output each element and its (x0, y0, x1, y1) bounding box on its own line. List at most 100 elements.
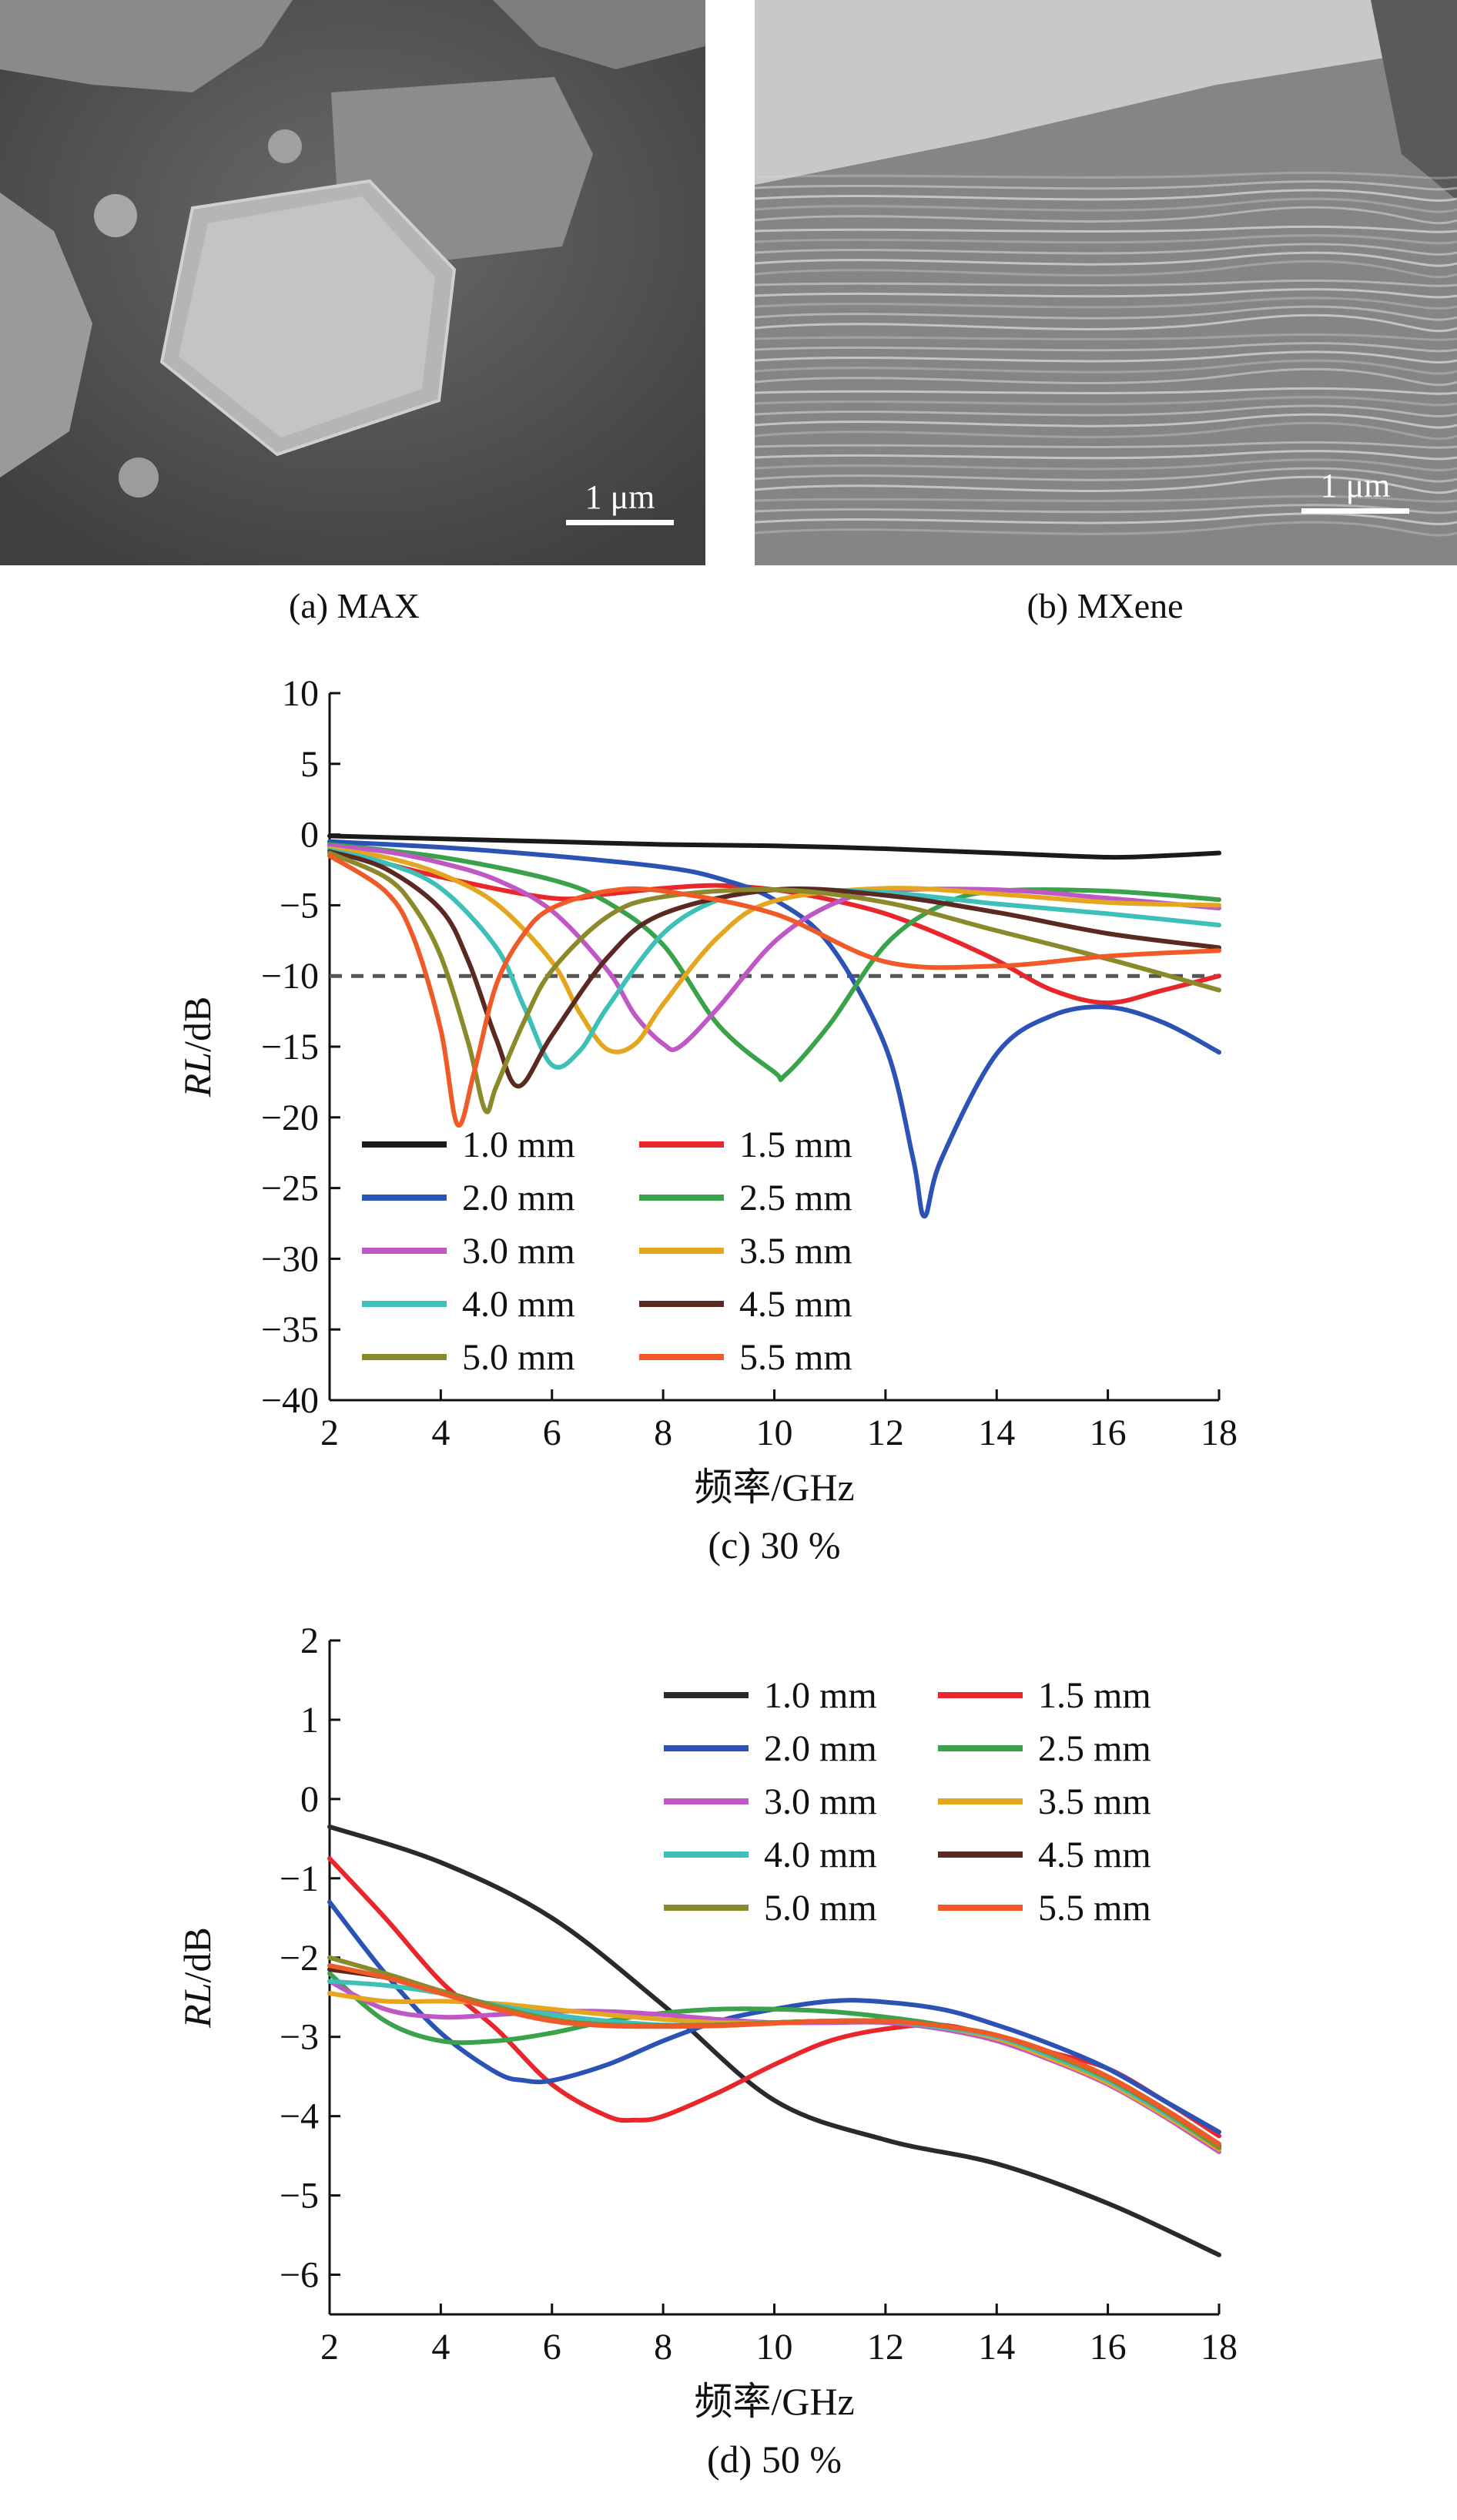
scale-bar-line (566, 520, 674, 525)
y-axis-label-italic: RL (176, 1982, 219, 2028)
y-tick-label: −15 (261, 1027, 319, 1067)
y-tick-label: 0 (300, 1779, 319, 1820)
scale-bar-label: 1 μm (584, 478, 655, 516)
legend-label: 2.5 mm (1038, 1728, 1151, 1769)
x-tick-label: 16 (1090, 2327, 1127, 2368)
sem-image-max: 1 μm (0, 0, 705, 565)
y-tick-label: −1 (280, 1858, 319, 1899)
x-tick-label: 6 (543, 1412, 561, 1453)
x-tick-label: 8 (654, 2327, 672, 2368)
legend-label: 4.5 mm (739, 1284, 852, 1325)
sem-mxene-illustration (755, 0, 1457, 565)
mxene-layer (755, 313, 1457, 333)
x-tick-label: 18 (1201, 2327, 1238, 2368)
x-tick-label: 4 (431, 2327, 450, 2368)
series-line (327, 1963, 1221, 2146)
legend-label: 2.0 mm (764, 1728, 877, 1769)
y-tick-label: −30 (261, 1238, 319, 1279)
y-tick-label: −6 (280, 2255, 319, 2296)
x-tick-label: 10 (756, 1412, 793, 1453)
mxene-layer (755, 494, 1457, 503)
mxene-layer (755, 180, 1457, 191)
legend-label: 4.0 mm (764, 1835, 877, 1875)
y-axis-label-italic: RL (176, 1052, 219, 1097)
mxene-layer (755, 288, 1457, 299)
mxene-layer (755, 404, 1457, 417)
x-tick-label: 12 (867, 2327, 904, 2368)
chart-d-50: 210−1−2−3−4−5−62 4 6 8 10 12 14 16 18频率/GHzRL/dB… (176, 1620, 1238, 2481)
y-tick-label: −4 (280, 2096, 319, 2137)
legend-label: 5.5 mm (1038, 1888, 1151, 1929)
series-line (327, 839, 1221, 1219)
mxene-layer-lines (755, 171, 1457, 537)
chart-caption: (d) 50 % (707, 2438, 842, 2481)
series-line (327, 846, 1221, 1006)
y-axis-label: RL/dB (176, 1927, 219, 2029)
mxene-layer (755, 387, 1457, 395)
mxene-layer (755, 297, 1457, 310)
legend-label: 3.0 mm (764, 1781, 877, 1822)
x-tick-label: 4 (431, 1412, 450, 1453)
y-tick-label: −20 (261, 1097, 319, 1138)
mxene-layer (755, 458, 1457, 471)
legend-label: 1.0 mm (764, 1675, 877, 1716)
legend-label: 3.0 mm (462, 1231, 575, 1272)
series-line (327, 849, 1221, 1089)
mxene-layer (755, 171, 1457, 179)
y-tick-label: −5 (280, 2176, 319, 2217)
mxene-layer (755, 467, 1457, 483)
mxene-layer (755, 305, 1457, 321)
y-tick-label: −5 (280, 885, 319, 926)
mxene-layer (755, 243, 1457, 256)
mxene-layer (755, 342, 1457, 353)
legend-label: 5.0 mm (764, 1888, 877, 1929)
x-tick-label: 18 (1201, 1412, 1238, 1453)
mxene-layer (755, 521, 1457, 537)
y-tick-label: −40 (261, 1380, 319, 1421)
series-line (327, 1899, 1221, 2135)
mxene-layer (755, 396, 1457, 407)
legend-label: 1.0 mm (462, 1124, 575, 1165)
x-tick-label: 6 (543, 2327, 561, 2368)
legend-label: 1.5 mm (1038, 1675, 1151, 1716)
mxene-layer (755, 225, 1457, 233)
mxene-layer (755, 260, 1457, 279)
y-tick-label: −3 (280, 2017, 319, 2058)
series-line (327, 850, 1221, 1114)
mxene-layer (755, 350, 1457, 364)
x-axis-label: 频率/GHz (694, 1466, 854, 1509)
x-tick-label: 8 (654, 1412, 672, 1453)
mxene-layer (755, 367, 1457, 387)
chart-c-30: 10 5 0 −5 −10 −15 −20 −25 −30 −35 −402 4 6 8 10 12 14 16 1… (176, 673, 1238, 1567)
y-tick-label: −25 (261, 1168, 319, 1209)
mxene-layer (755, 234, 1457, 245)
series-line (327, 846, 1221, 1054)
legend-label: 2.5 mm (739, 1178, 852, 1218)
x-tick-label: 10 (756, 2327, 793, 2368)
caption-a: (a) MAX (289, 586, 420, 625)
x-tick-label: 16 (1090, 1412, 1127, 1453)
mxene-layer (755, 450, 1457, 461)
legend-label: 2.0 mm (462, 1178, 575, 1218)
series-line (327, 847, 1221, 1070)
series-line (327, 853, 1221, 1128)
mxene-layer (755, 441, 1457, 449)
y-tick-label: 2 (300, 1620, 319, 1661)
y-axis-label: RL/dB (176, 997, 219, 1098)
legend-label: 1.5 mm (739, 1124, 852, 1165)
mxene-layer (755, 475, 1457, 494)
y-tick-label: −10 (261, 956, 319, 997)
mxene-layer (755, 512, 1457, 525)
mxene-layer (755, 189, 1457, 202)
sem-image-mxene: 1 μm (755, 0, 1457, 565)
mxene-layer (755, 359, 1457, 375)
series-line (327, 1824, 1221, 2257)
mxene-layer (755, 206, 1457, 225)
scale-bar-label: 1 μm (1320, 467, 1391, 504)
mxene-layer (755, 333, 1457, 341)
chart-caption: (c) 30 % (708, 1523, 840, 1567)
x-tick-label: 2 (320, 2327, 339, 2368)
legend-label: 4.0 mm (462, 1284, 575, 1325)
y-tick-label: 0 (300, 815, 319, 856)
mxene-layer (755, 197, 1457, 213)
